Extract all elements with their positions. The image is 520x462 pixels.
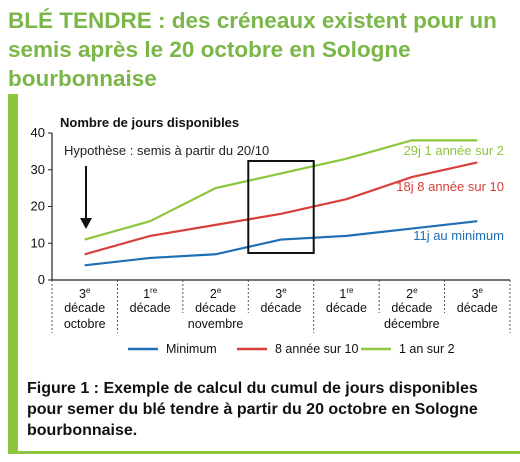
legend-label: 1 an sur 2 bbox=[399, 342, 455, 356]
x-tick-label: décade bbox=[391, 301, 432, 315]
x-tick-label: décade bbox=[130, 301, 171, 315]
x-tick-label: décade bbox=[64, 301, 105, 315]
x-month-label: novembre bbox=[188, 317, 244, 331]
y-tick-label: 40 bbox=[31, 125, 45, 140]
x-month-label: décembre bbox=[384, 317, 440, 331]
x-tick-number: 2e bbox=[210, 286, 222, 301]
y-axis-label: Nombre de jours disponibles bbox=[60, 115, 239, 130]
x-tick-number: 1re bbox=[339, 286, 354, 301]
figure-frame bbox=[8, 94, 520, 452]
series-end-label: 11j au minimum bbox=[413, 228, 504, 243]
legend: Minimum 8 année sur 10 1 an sur 2 bbox=[128, 342, 455, 356]
legend-label: 8 année sur 10 bbox=[275, 342, 358, 356]
x-tick-label: décade bbox=[195, 301, 236, 315]
x-tick-number: 3e bbox=[79, 286, 91, 301]
x-tick-number: 3e bbox=[275, 286, 287, 301]
arrow-head bbox=[80, 218, 92, 229]
series-layer bbox=[84, 139, 478, 267]
figure-caption: Figure 1 : Exemple de calcul du cumul de… bbox=[27, 380, 478, 439]
x-tick-label: décade bbox=[457, 301, 498, 315]
x-tick-number: 3e bbox=[472, 286, 484, 301]
x-tick-label: décade bbox=[326, 301, 367, 315]
y-tick-label: 0 bbox=[38, 272, 45, 287]
y-tick-label: 20 bbox=[31, 199, 45, 214]
bottom-rule bbox=[8, 451, 520, 454]
labels-layer: 11j au minimum 18j 8 année sur 10 29j 1 an… bbox=[80, 143, 504, 254]
headline: BLÉ TENDRE : des créneaux existent pour … bbox=[8, 8, 497, 91]
highlight-box bbox=[247, 160, 315, 254]
x-tick-label: décade bbox=[260, 301, 301, 315]
hypothesis-annotation: Hypothèse : semis à partir du 20/10 bbox=[64, 143, 269, 158]
axes: 0102030403edécade1redécade2edécade3edéca… bbox=[31, 125, 511, 333]
y-tick-label: 10 bbox=[31, 235, 45, 250]
x-month-label: octobre bbox=[64, 317, 106, 331]
series-end-label: 29j 1 année sur 2 bbox=[404, 143, 504, 158]
legend-label: Minimum bbox=[166, 342, 217, 356]
x-tick-number: 1re bbox=[143, 286, 158, 301]
y-tick-label: 30 bbox=[31, 162, 45, 177]
series-end-label: 18j 8 année sur 10 bbox=[396, 179, 504, 194]
x-tick-number: 2e bbox=[406, 286, 418, 301]
